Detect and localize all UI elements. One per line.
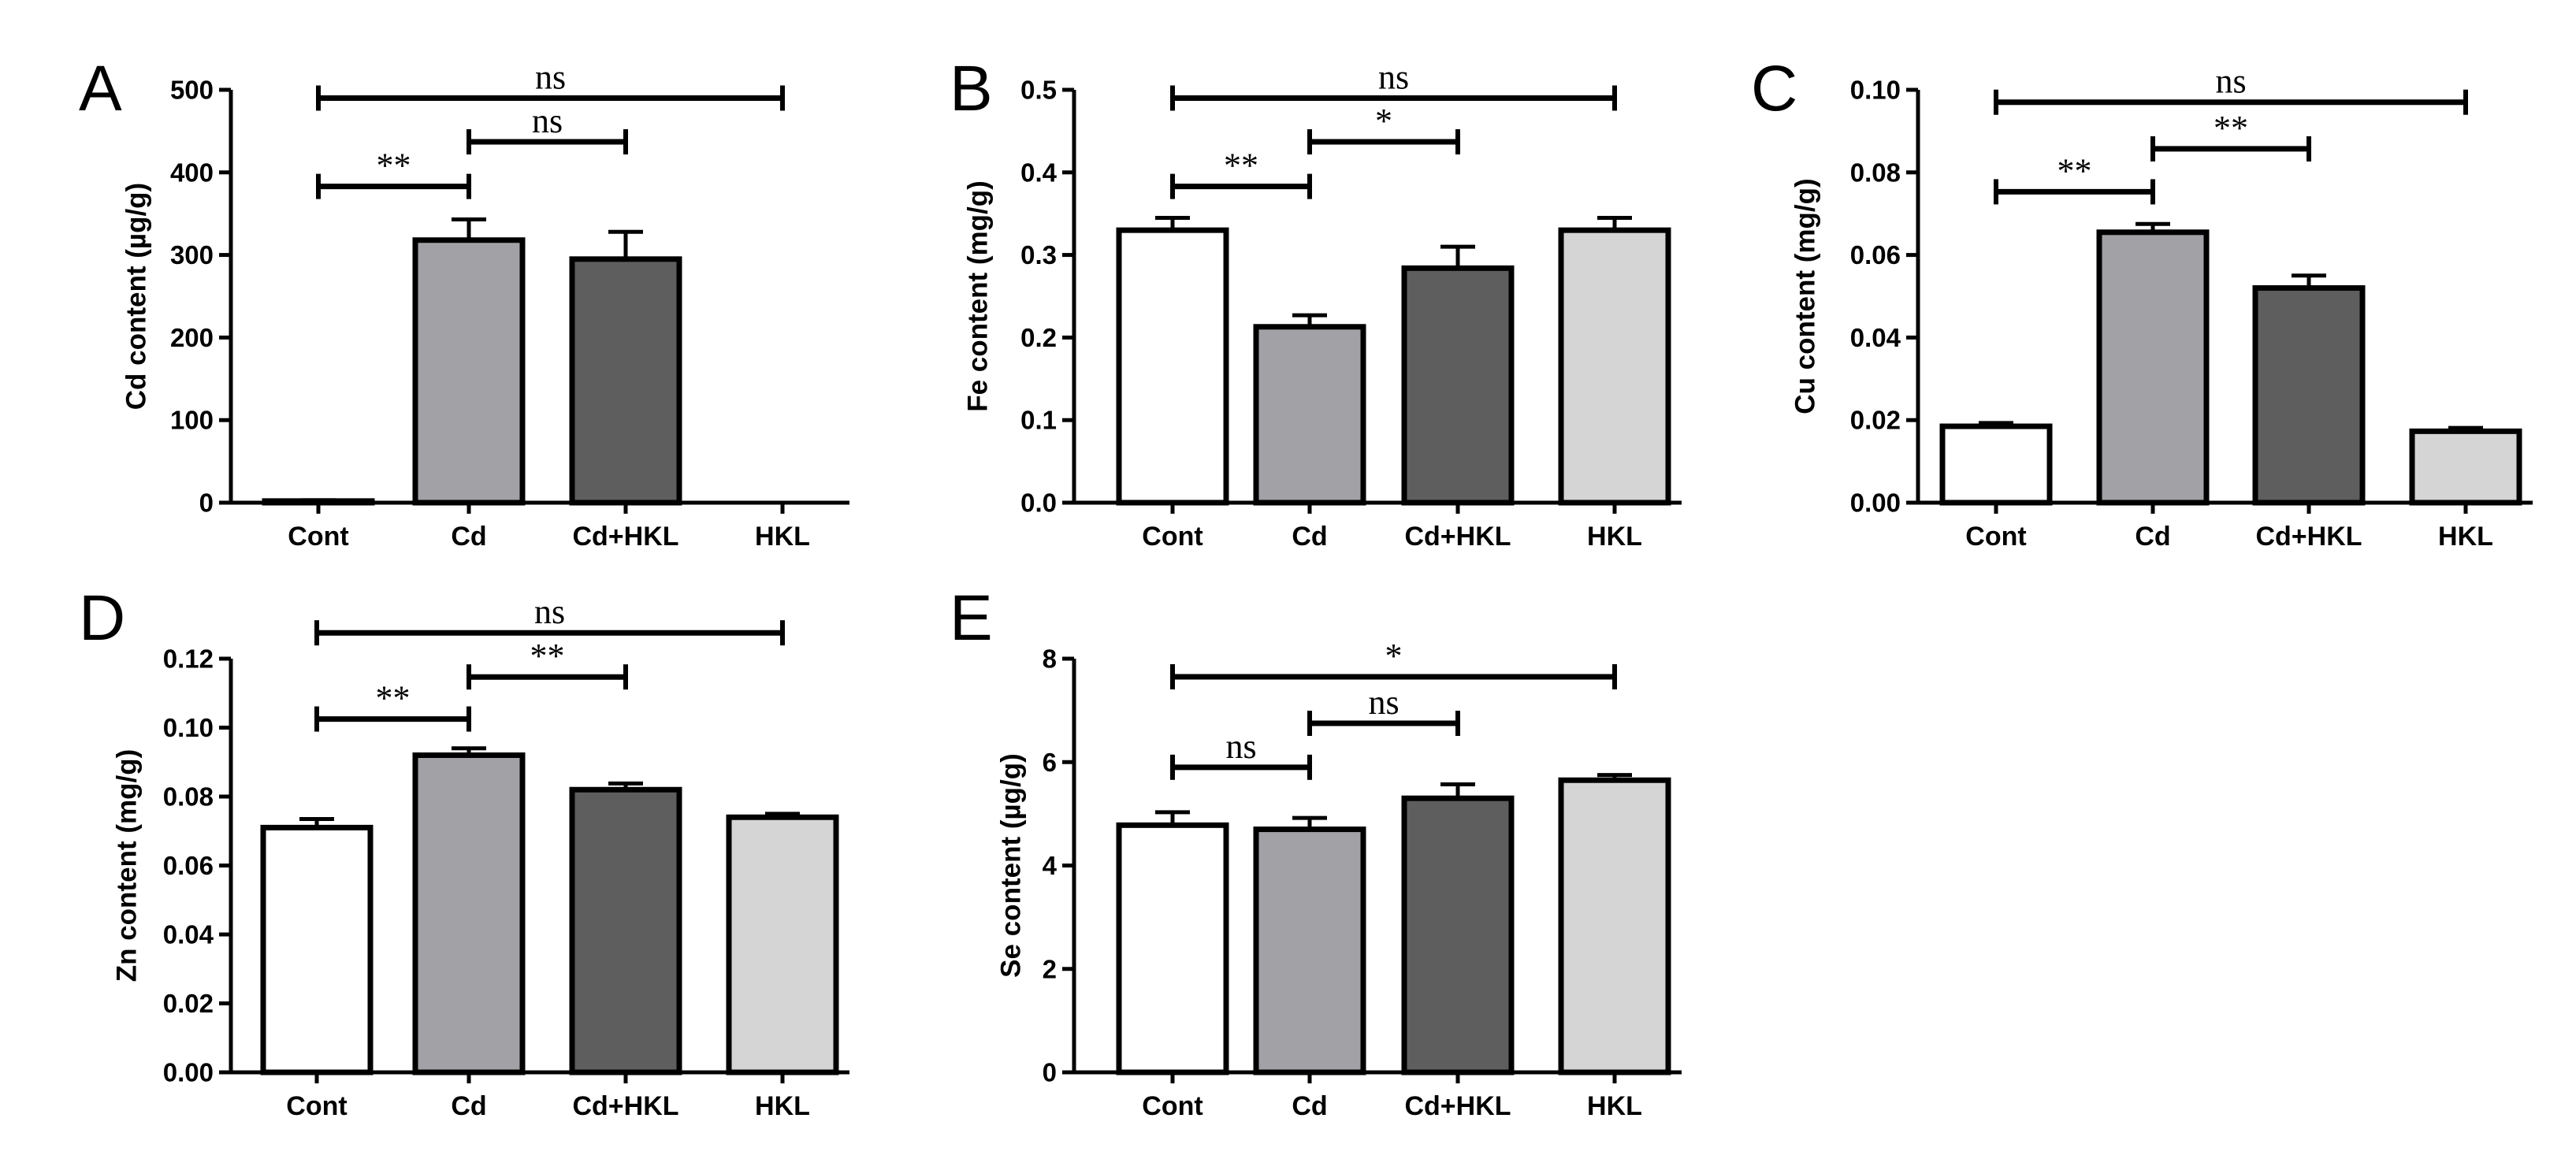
y-tick-label: 300 [170, 240, 214, 269]
significance-label: ns [2215, 62, 2246, 101]
y-axis-title: Cd content (µg/g) [121, 183, 151, 410]
x-category-label: HKL [755, 1091, 810, 1121]
x-category-label: HKL [1587, 1091, 1642, 1121]
x-category-label: Cd+HKL [1404, 522, 1511, 552]
panel-letter-e: E [950, 582, 993, 654]
y-tick-label: 0.04 [1850, 323, 1901, 352]
y-tick-label: 4 [1043, 851, 1058, 880]
significance-label: ns [535, 58, 566, 96]
y-tick-label: 400 [170, 158, 214, 187]
significance-label: ns [1378, 58, 1409, 96]
x-category-label: HKL [2438, 522, 2493, 552]
y-tick-label: 0.02 [1850, 406, 1901, 435]
y-tick-label: 8 [1043, 645, 1057, 674]
x-category-label: Cd+HKL [572, 522, 678, 552]
bar-cd [2096, 229, 2210, 506]
bar-cd [412, 237, 526, 506]
x-category-label: Cd [451, 1091, 486, 1121]
y-tick-label: 0.2 [1020, 323, 1057, 352]
significance-label: ns [1368, 683, 1399, 722]
y-tick-label: 500 [170, 76, 214, 105]
x-category-label: Cd [1292, 522, 1327, 552]
significance-label: ** [2057, 151, 2092, 190]
y-tick-label: 0.10 [1850, 76, 1901, 105]
y-tick-label: 200 [170, 323, 214, 352]
y-tick-label: 0.00 [1850, 488, 1901, 518]
panel-letter-d: D [79, 582, 125, 654]
bar-cd-plus-hkl [1401, 265, 1515, 506]
y-tick-label: 6 [1043, 748, 1057, 777]
significance-label: ns [532, 102, 563, 140]
y-tick-label: 0.4 [1020, 158, 1058, 187]
x-category-label: Cd [451, 522, 486, 552]
bar-hkl [1558, 777, 1671, 1075]
bar-hkl [2409, 428, 2522, 506]
panel-letter-a: A [79, 53, 122, 124]
bar-hkl [726, 814, 839, 1075]
significance-label: ** [1224, 147, 1258, 185]
y-tick-label: 0.1 [1020, 406, 1057, 435]
significance-label: ns [534, 593, 565, 631]
bar-cont [1939, 423, 2053, 506]
x-category-label: Cont [1965, 522, 2026, 552]
x-category-label: Cont [286, 1091, 347, 1121]
bar-cd-plus-hkl [569, 256, 682, 506]
x-category-label: Cont [1142, 522, 1203, 552]
x-category-label: HKL [1587, 522, 1642, 552]
x-category-label: Cd [1292, 1091, 1327, 1121]
panel-letter-b: B [950, 53, 993, 124]
bar-cd-plus-hkl [1401, 795, 1515, 1075]
panel-d: D Zn content (mg/g) 0.00 0.02 0.04 0.06 0.08 0.… [79, 582, 849, 1121]
y-tick-label: 2 [1043, 954, 1057, 983]
y-axis-title: Cu content (mg/g) [1790, 178, 1820, 414]
panel-a: A Cd content (µg/g) 0 100 200 300 400 500 Cont Cd… [79, 53, 849, 552]
y-axis-title: Zn content (mg/g) [111, 749, 142, 983]
significance-label: * [1385, 637, 1403, 675]
x-category-label: Cd+HKL [572, 1091, 678, 1121]
bar-cd [1253, 827, 1366, 1075]
panel-b: B Fe content (mg/g) 0.0 0.1 0.2 0.3 0.4 0.5 Cont… [950, 53, 1682, 552]
x-category-label: Cd+HKL [1404, 1091, 1511, 1121]
bar-cd [1253, 324, 1366, 506]
y-tick-label: 0.5 [1020, 76, 1057, 105]
y-tick-label: 0.08 [1850, 158, 1901, 187]
y-tick-label: 0.12 [163, 645, 214, 674]
x-category-label: Cd [2135, 522, 2170, 552]
panel-e: E Se content (µg/g) 0 2 4 6 8 Cont Cd Cd+HKL HKL * n… [950, 582, 1682, 1121]
x-category-label: HKL [755, 522, 810, 552]
x-category-label: Cont [1142, 1091, 1203, 1121]
y-tick-label: 0.0 [1020, 488, 1057, 518]
significance-label: ** [2214, 109, 2248, 147]
y-tick-label: 0.00 [163, 1058, 214, 1087]
x-category-label: Cont [288, 522, 348, 552]
y-tick-label: 0.06 [163, 851, 214, 880]
bar-cd-plus-hkl [2252, 285, 2366, 506]
panel-letter-c: C [1751, 53, 1797, 124]
significance-label: ** [376, 679, 411, 718]
y-tick-label: 0.3 [1020, 240, 1057, 269]
significance-label: ns [1225, 727, 1256, 766]
bar-cd [412, 752, 526, 1075]
bar-cd-plus-hkl [569, 786, 682, 1075]
bar-cont [260, 824, 374, 1075]
bar-cont [1116, 227, 1229, 506]
y-tick-label: 0.10 [163, 713, 214, 742]
y-axis-title: Se content (µg/g) [995, 753, 1026, 978]
panel-c: C Cu content (mg/g) 0.00 0.02 0.04 0.06 0.08 0.… [1751, 53, 2533, 552]
y-tick-label: 0.06 [1850, 240, 1901, 269]
significance-label: * [1375, 102, 1392, 140]
x-category-label: Cd+HKL [2255, 522, 2362, 552]
bar-hkl [1558, 227, 1671, 506]
y-tick-label: 0.08 [163, 782, 214, 812]
significance-label: ** [530, 637, 565, 675]
y-tick-label: 0.04 [163, 920, 214, 949]
y-tick-label: 0 [199, 488, 214, 518]
y-tick-label: 100 [170, 406, 214, 435]
y-tick-label: 0.02 [163, 989, 214, 1018]
bar-cont [1116, 822, 1229, 1075]
y-axis-title: Fe content (mg/g) [962, 180, 993, 412]
y-tick-label: 0 [1043, 1058, 1057, 1087]
significance-label: ** [377, 147, 411, 185]
